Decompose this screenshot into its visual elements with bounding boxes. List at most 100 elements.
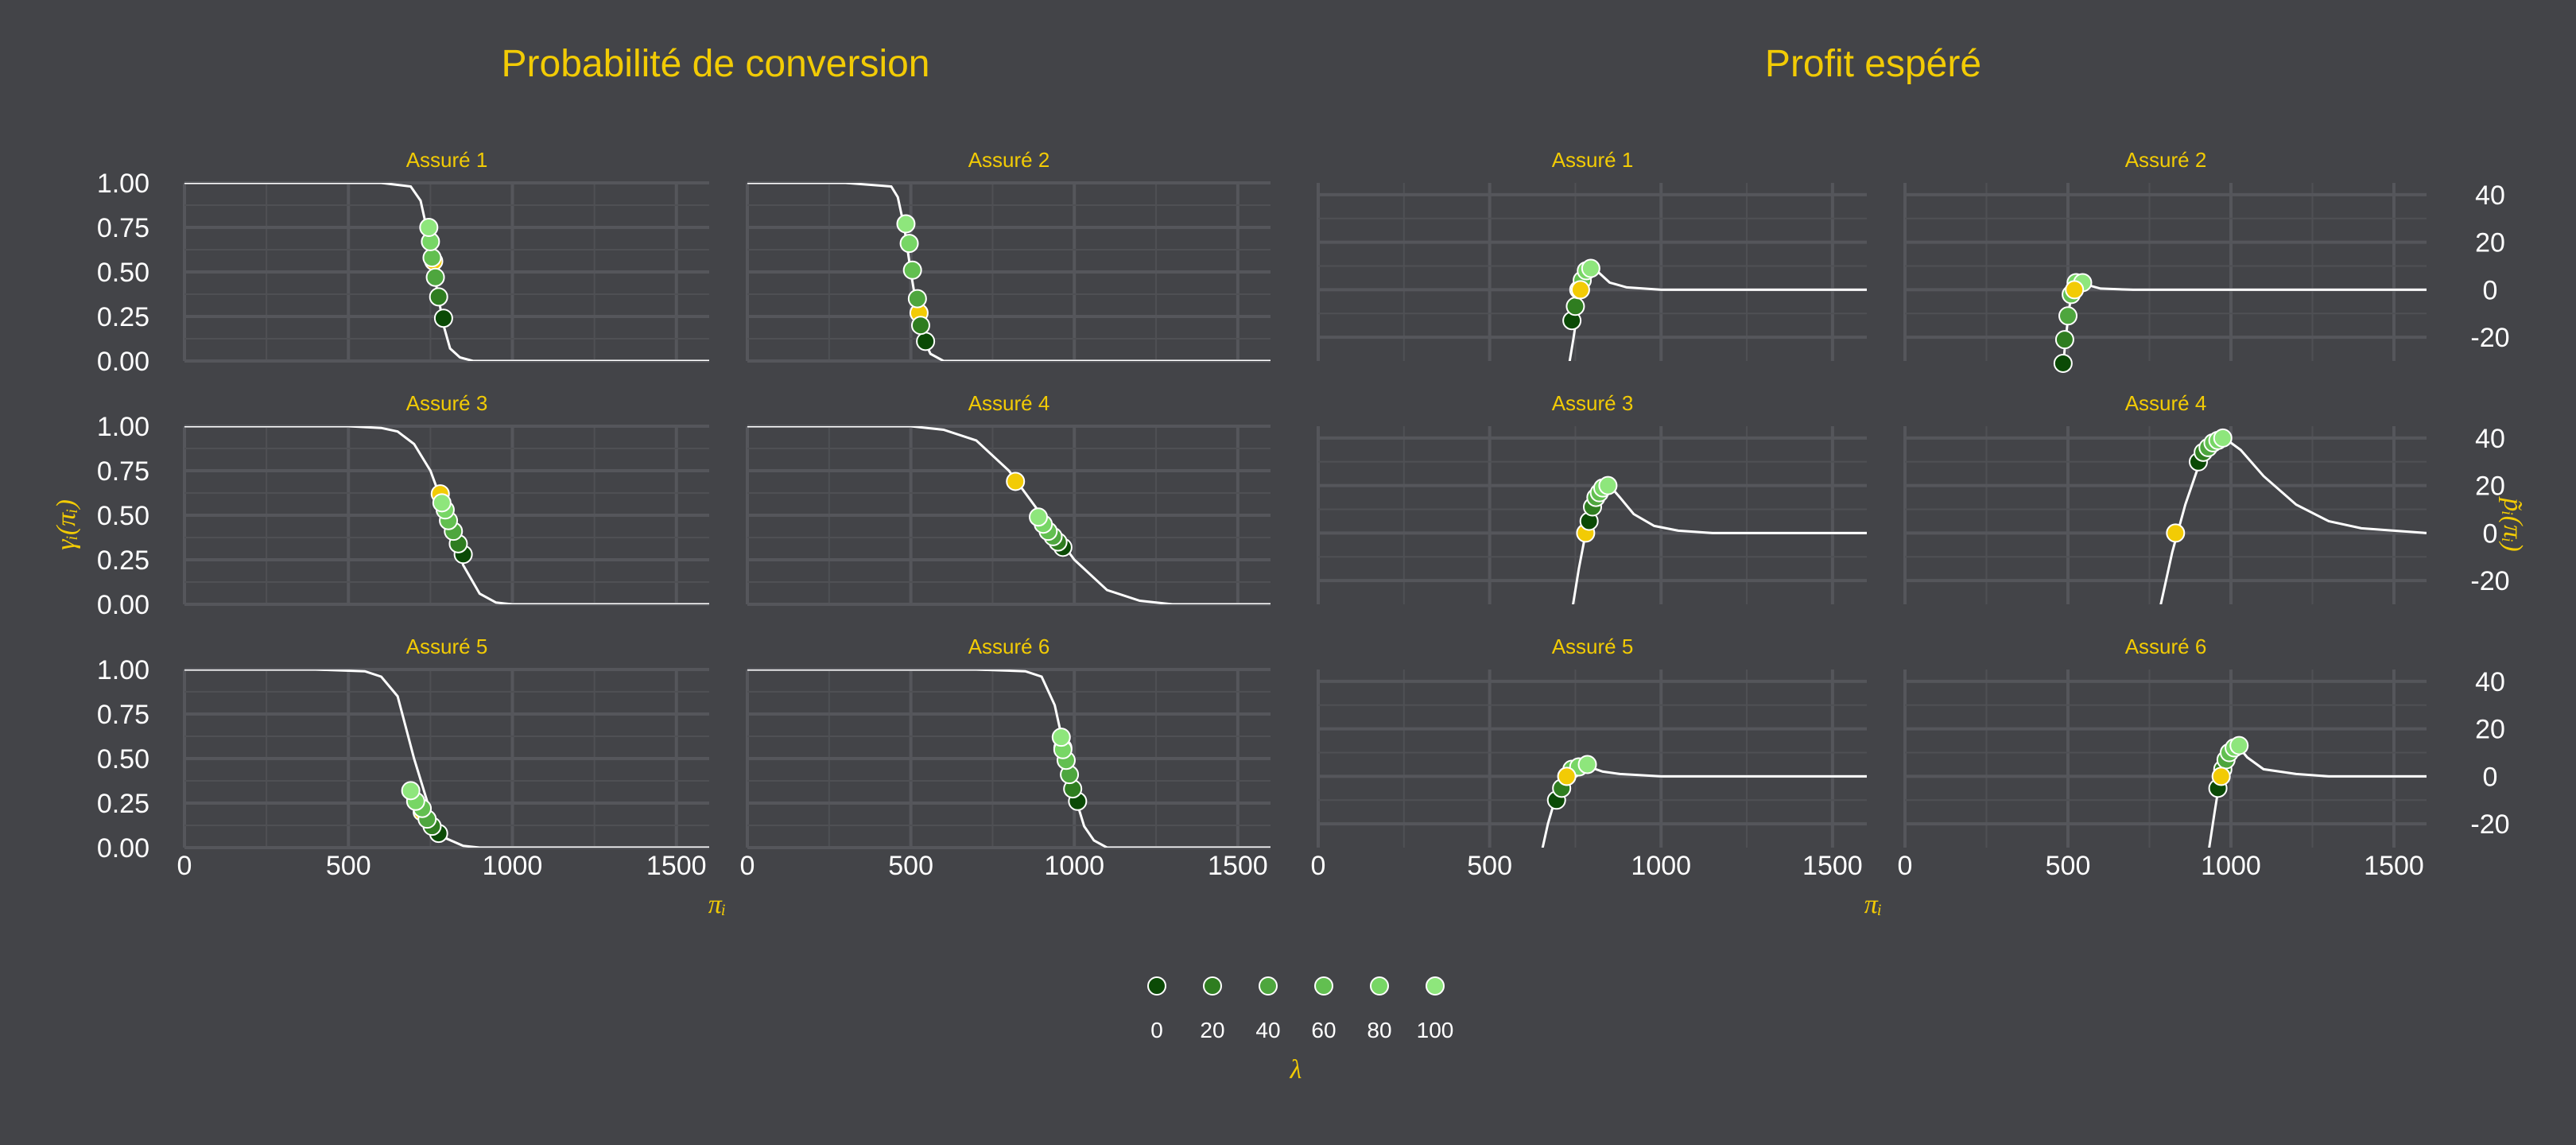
chart-1-panel-4-xtick: 0 xyxy=(1311,851,1326,881)
legend-label-60: 60 xyxy=(1311,1018,1336,1042)
chart-0-panel-5-xtick: 0 xyxy=(740,851,755,881)
chart-1-panel-2-strip: Assuré 3 xyxy=(1552,391,1634,415)
chart-0-panel-0-ytick: 0.50 xyxy=(97,258,149,288)
chart-1-panel-5-ytick: 0 xyxy=(2483,762,2498,792)
chart-1-panel-3: Assuré 4 -20 0 20 40 xyxy=(1903,391,2510,604)
chart-1-panel-1-ytick: -20 xyxy=(2470,323,2509,353)
chart-0-panel-3-point-lambda-100 xyxy=(1029,507,1049,527)
chart-1-panel-5-xtick: 0 xyxy=(1898,851,1913,881)
chart-1-panel-1-ytick: 20 xyxy=(2475,228,2505,258)
chart-0-panel-5-xtick: 500 xyxy=(888,851,933,881)
chart-0-panel-0-ytick: 1.00 xyxy=(97,169,149,199)
chart-0-panel-4-ytick: 0.75 xyxy=(97,700,149,730)
chart-0-panel-2-point-lambda-100 xyxy=(432,493,452,513)
chart-1-panel-0: Assuré 1 xyxy=(1317,148,1867,361)
chart-0-panel-5-point-lambda-100 xyxy=(1051,728,1071,747)
chart-0-panel-3-highlight-point xyxy=(1006,472,1026,491)
chart-0-panel-4: Assuré 5 0.00 0.25 0.50 0.75 1.00 0 500 1000 1500 xyxy=(97,635,709,881)
chart-0-panel-4-xtick: 0 xyxy=(177,851,192,881)
legend: 0 20 40 60 80 100 xyxy=(1147,976,1454,1042)
chart-0-panel-0-point-lambda-20 xyxy=(429,287,448,307)
chart-1-panel-1-ytick: 0 xyxy=(2483,275,2498,305)
chart-0-panel-4-strip: Assuré 5 xyxy=(406,635,488,658)
chart-1-panel-4-xtick: 500 xyxy=(1467,851,1512,881)
chart-0-panel-4-point-lambda-100 xyxy=(401,781,421,801)
chart-1-panel-1-curve xyxy=(2062,278,2427,361)
chart-0-panel-5-strip: Assuré 6 xyxy=(968,635,1050,658)
chart-0-panel-2-ytick: 0.00 xyxy=(97,590,149,620)
chart-0-panel-0-strip: Assuré 1 xyxy=(406,148,488,172)
chart-0-panel-4-curve xyxy=(184,670,709,848)
chart-1-panel-3-strip: Assuré 4 xyxy=(2125,391,2207,415)
chart-0-panel-4-ytick: 0.00 xyxy=(97,833,149,864)
legend-label-40: 40 xyxy=(1255,1018,1280,1042)
chart-0-panel-0-point-lambda-0 xyxy=(433,309,453,328)
chart-1-panel-0-point-lambda-20 xyxy=(1565,297,1585,316)
chart-1-panel-0-point-lambda-100 xyxy=(1581,258,1600,278)
legend-label-80: 80 xyxy=(1367,1018,1391,1042)
right-title: Profit espéré xyxy=(1765,43,1981,85)
chart-1-panel-0-curve xyxy=(1568,264,1867,361)
chart-1-panel-5-ytick: 20 xyxy=(2475,715,2505,745)
chart-1-panel-5-ytick: -20 xyxy=(2470,809,2509,840)
chart-1-panel-3-ytick: -20 xyxy=(2470,566,2509,596)
chart-1-panel-3-highlight-point xyxy=(2166,523,2186,543)
chart-0-panel-2-ytick: 0.50 xyxy=(97,501,149,531)
legend-title: λ xyxy=(1290,1055,1302,1085)
chart-0-panel-2-ytick: 0.75 xyxy=(97,456,149,487)
chart-1-panel-0-highlight-point xyxy=(1570,280,1590,300)
chart-1-panel-5-ytick: 40 xyxy=(2475,667,2505,697)
right-x-label: πᵢ xyxy=(1864,890,1882,919)
chart-1-panel-4-point-lambda-100 xyxy=(1577,755,1597,774)
chart-0-panel-0-point-lambda-60 xyxy=(422,248,442,268)
chart-1-panel-3-ytick: 40 xyxy=(2475,424,2505,454)
chart-0-panel-4-xtick: 500 xyxy=(326,851,371,881)
chart-0-panel-1-point-lambda-80 xyxy=(899,234,919,254)
legend-label-100: 100 xyxy=(1417,1018,1454,1042)
legend-key-20 xyxy=(1203,976,1222,996)
chart-1-panel-5-xtick: 500 xyxy=(2046,851,2091,881)
chart-0-panel-1-point-lambda-20 xyxy=(910,316,930,336)
chart-1-panel-5-strip: Assuré 6 xyxy=(2125,635,2207,658)
chart-1-panel-4-strip: Assuré 5 xyxy=(1552,635,1634,658)
right-y-label: p̃ᵢ(πᵢ) xyxy=(2498,496,2528,551)
chart-1-panel-3-point-lambda-100 xyxy=(2213,428,2233,448)
chart-1-panel-3-curve xyxy=(2159,437,2427,604)
chart-0-panel-0-point-lambda-100 xyxy=(419,218,439,237)
chart-1-panel-2-point-lambda-100 xyxy=(1598,475,1618,495)
chart-0-panel-5-xtick: 1000 xyxy=(1044,851,1104,881)
chart-1-panel-4-curve xyxy=(1541,766,1867,848)
chart-1-panel-0-strip: Assuré 1 xyxy=(1552,148,1634,172)
chart-1-panel-1-ytick: 40 xyxy=(2475,180,2505,211)
chart-1-panel-5: Assuré 6 -20 0 20 40 0 500 1000 1500 xyxy=(1898,635,2510,881)
chart-0-panel-1: Assuré 2 xyxy=(746,148,1271,363)
chart-0-panel-0-point-lambda-40 xyxy=(425,267,445,287)
chart-0-panel-2-ytick: 1.00 xyxy=(97,412,149,442)
chart-0-panel-1-point-lambda-100 xyxy=(896,214,916,234)
chart-0-panel-2-ytick: 0.25 xyxy=(97,545,149,576)
left-x-label: πᵢ xyxy=(708,890,726,919)
chart-1-panel-3-ytick: 20 xyxy=(2475,472,2505,502)
chart-0-panel-2: Assuré 3 0.00 0.25 0.50 0.75 1.00 xyxy=(97,391,709,620)
legend-key-100 xyxy=(1426,976,1445,996)
chart-0-panel-1-strip: Assuré 2 xyxy=(968,148,1050,172)
chart-1-panel-5-xtick: 1000 xyxy=(2201,851,2261,881)
chart-0-panel-4-xtick: 1000 xyxy=(483,851,543,881)
chart-1-panel-1-highlight-point xyxy=(2065,280,2085,300)
chart-1-panel-2: Assuré 3 xyxy=(1317,391,1867,604)
chart-1-panel-1-point-lambda-20 xyxy=(2054,330,2074,350)
chart-0-panel-1-point-lambda-60 xyxy=(902,260,922,280)
left-y-label: γᵢ(πᵢ) xyxy=(52,499,81,550)
chart-1-panel-1-strip: Assuré 2 xyxy=(2125,148,2207,172)
chart-0-panel-0-ytick: 0.00 xyxy=(97,347,149,377)
chart-0-panel-4-ytick: 0.50 xyxy=(97,744,149,774)
chart-0-panel-4-ytick: 1.00 xyxy=(97,655,149,685)
legend-key-80 xyxy=(1370,976,1389,996)
chart-0-panel-0: Assuré 1 0.00 0.25 0.50 0.75 1.00 xyxy=(97,148,709,377)
legend-label-20: 20 xyxy=(1200,1018,1224,1042)
legend-label-0: 0 xyxy=(1150,1018,1163,1042)
chart-1-panel-4-xtick: 1500 xyxy=(1802,851,1863,881)
chart-1-panel-4: Assuré 5 0 500 1000 1500 xyxy=(1311,635,1867,881)
chart-1-panel-1: Assuré 2 -20 0 20 40 xyxy=(1903,148,2510,373)
